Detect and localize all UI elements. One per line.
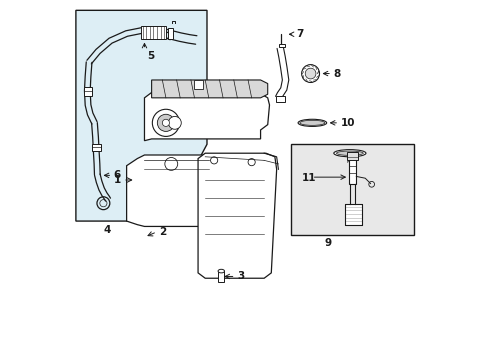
Bar: [278, 44, 285, 47]
Bar: [275, 96, 285, 102]
Ellipse shape: [299, 120, 324, 125]
Circle shape: [157, 114, 174, 131]
Text: 2: 2: [159, 227, 166, 237]
Bar: [194, 80, 203, 89]
Bar: [346, 153, 357, 160]
Bar: [344, 204, 361, 225]
Ellipse shape: [218, 269, 224, 273]
Circle shape: [168, 116, 181, 129]
Text: 6: 6: [113, 170, 121, 180]
Polygon shape: [151, 80, 267, 98]
Bar: [167, 28, 173, 39]
Circle shape: [152, 109, 179, 136]
Polygon shape: [76, 10, 206, 221]
Bar: [218, 271, 224, 282]
Circle shape: [162, 119, 169, 126]
Text: 3: 3: [237, 271, 244, 282]
FancyBboxPatch shape: [290, 144, 413, 235]
Bar: [91, 144, 101, 152]
Bar: [84, 87, 92, 96]
Text: 4: 4: [103, 225, 110, 235]
Ellipse shape: [333, 150, 365, 157]
Text: 10: 10: [340, 118, 355, 128]
Text: 9: 9: [324, 238, 331, 248]
Bar: [141, 26, 165, 39]
Text: 1: 1: [114, 175, 121, 185]
Polygon shape: [198, 153, 276, 278]
Ellipse shape: [336, 151, 363, 156]
Text: 8: 8: [333, 68, 340, 78]
Ellipse shape: [298, 119, 326, 126]
Bar: [348, 154, 356, 184]
Polygon shape: [126, 155, 219, 226]
Polygon shape: [144, 93, 269, 141]
Circle shape: [301, 64, 319, 82]
Text: 11: 11: [301, 173, 316, 183]
Text: 7: 7: [296, 29, 303, 39]
Text: 5: 5: [147, 51, 154, 62]
Circle shape: [305, 68, 315, 79]
